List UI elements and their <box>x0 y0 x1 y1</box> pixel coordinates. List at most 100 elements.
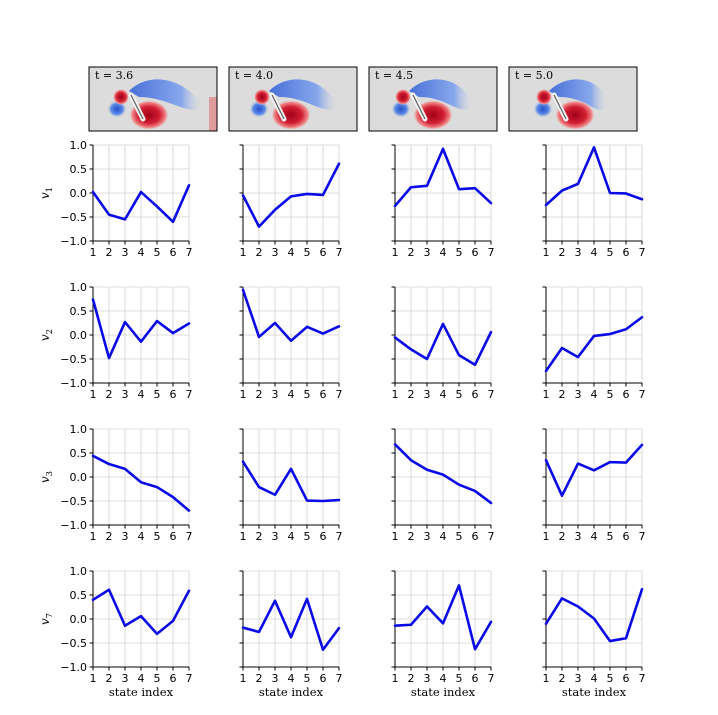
x-tick-label: 4 <box>288 672 295 685</box>
x-tick-label: 6 <box>320 672 327 685</box>
x-tick-label: 1 <box>543 530 550 543</box>
y-tick-label: 0.5 <box>70 305 88 318</box>
x-tick-label: 3 <box>272 672 279 685</box>
x-axis-label: state index <box>259 685 324 699</box>
x-tick-label: 3 <box>272 530 279 543</box>
flow-panel: t = 3.6 <box>88 66 218 132</box>
x-tick-label: 3 <box>424 672 431 685</box>
x-tick-label: 6 <box>170 246 177 259</box>
x-tick-label: 2 <box>408 672 415 685</box>
x-tick-label: 1 <box>240 246 247 259</box>
x-tick-label: 5 <box>154 246 161 259</box>
y-tick-label: −1.0 <box>60 519 87 532</box>
x-tick-label: 7 <box>186 672 193 685</box>
x-tick-label: 2 <box>256 530 263 543</box>
x-tick-label: 4 <box>591 530 598 543</box>
x-tick-label: 5 <box>154 672 161 685</box>
x-axis-label: state index <box>411 685 476 699</box>
x-tick-label: 5 <box>607 246 614 259</box>
wake-vortex <box>549 79 609 110</box>
y-tick-label: −1.0 <box>60 377 87 390</box>
flow-panel: t = 4.0 <box>228 66 358 132</box>
flow-frame <box>228 66 358 132</box>
series-line <box>544 443 644 498</box>
series-line <box>393 443 493 505</box>
red-vortex-large <box>555 100 595 130</box>
x-tick-label: 2 <box>408 530 415 543</box>
x-tick-label: 5 <box>304 672 311 685</box>
x-tick-label: 3 <box>272 246 279 259</box>
series-line <box>241 460 341 503</box>
series-line <box>544 146 644 207</box>
x-tick-label: 7 <box>639 388 646 401</box>
x-tick-label: 6 <box>623 388 630 401</box>
flow-time-label: t = 4.0 <box>235 69 273 82</box>
series-line <box>91 454 191 512</box>
series-line <box>393 147 493 208</box>
plate-edge <box>271 94 285 120</box>
blue-vortex <box>533 100 553 118</box>
flow-time-label: t = 4.5 <box>375 69 413 82</box>
y-tick-label: 0.0 <box>70 329 88 342</box>
x-tick-label: 3 <box>122 672 129 685</box>
x-tick-label: 2 <box>106 530 113 543</box>
y-tick-label: 0.0 <box>70 613 88 626</box>
y-axis-label-name: v <box>38 618 52 625</box>
blue-vortex <box>391 100 411 118</box>
x-tick-label: 6 <box>170 388 177 401</box>
x-tick-label: 6 <box>472 388 479 401</box>
x-tick-label: 3 <box>272 388 279 401</box>
x-tick-label: 1 <box>90 672 97 685</box>
y-tick-label: −1.0 <box>60 235 87 248</box>
x-tick-label: 7 <box>336 530 343 543</box>
x-tick-label: 5 <box>607 672 614 685</box>
x-tick-label: 7 <box>186 246 193 259</box>
series-line <box>91 588 191 636</box>
x-tick-label: 3 <box>424 246 431 259</box>
subplot: 1 2 3 4 5 6 7 state index <box>239 570 343 699</box>
flow-frame <box>508 66 638 132</box>
x-tick-label: 4 <box>138 672 145 685</box>
x-tick-label: 7 <box>488 246 495 259</box>
plate-edge <box>412 94 426 120</box>
edge-tint <box>209 97 217 131</box>
y-tick-label: −0.5 <box>60 353 87 366</box>
y-tick-label: 0.5 <box>70 589 88 602</box>
red-vortex-small <box>113 89 129 105</box>
wake-vortex <box>409 79 474 110</box>
wake-vortex <box>269 79 339 110</box>
subplot: 1 2 3 4 5 6 71.00.50.0−0.5−1.0v3 <box>38 423 193 543</box>
x-tick-label: 6 <box>320 530 327 543</box>
x-tick-label: 2 <box>408 246 415 259</box>
y-tick-label: 0.5 <box>70 447 88 460</box>
flow-time-label: t = 5.0 <box>515 69 553 82</box>
x-tick-label: 3 <box>575 530 582 543</box>
x-tick-label: 7 <box>488 530 495 543</box>
x-tick-label: 2 <box>256 672 263 685</box>
x-tick-label: 4 <box>440 530 447 543</box>
y-tick-label: −0.5 <box>60 637 87 650</box>
x-tick-label: 7 <box>639 672 646 685</box>
x-tick-label: 3 <box>424 388 431 401</box>
red-vortex-small <box>395 89 411 105</box>
y-tick-label: 0.0 <box>70 471 88 484</box>
x-tick-label: 4 <box>591 672 598 685</box>
x-tick-label: 3 <box>575 672 582 685</box>
series-line <box>393 322 493 367</box>
x-tick-label: 4 <box>288 530 295 543</box>
x-tick-label: 4 <box>138 530 145 543</box>
x-tick-label: 1 <box>392 672 399 685</box>
x-tick-label: 6 <box>320 388 327 401</box>
x-tick-label: 4 <box>288 388 295 401</box>
y-tick-label: −0.5 <box>60 495 87 508</box>
wake-vortex <box>129 79 204 110</box>
x-tick-label: 5 <box>456 388 463 401</box>
y-tick-label: 1.0 <box>70 565 88 578</box>
